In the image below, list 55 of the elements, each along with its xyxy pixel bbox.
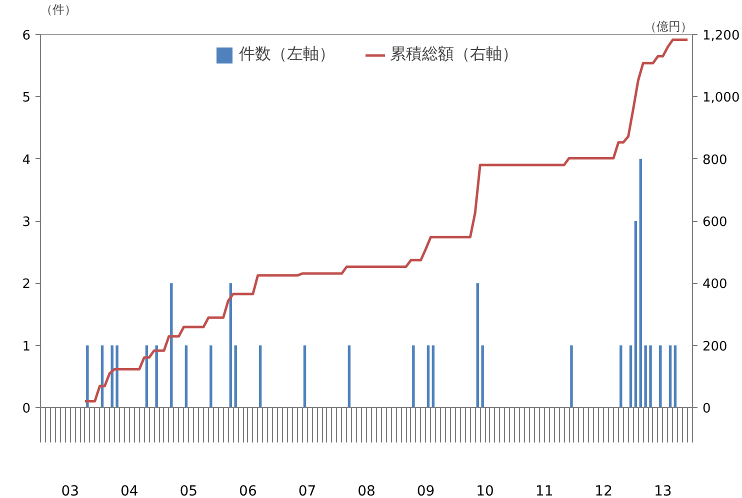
- legend-label: 件数（左軸）: [239, 44, 335, 65]
- legend-label: 累積総額（右軸）: [390, 44, 518, 65]
- y-tick-label: 3: [22, 215, 31, 230]
- bar: [155, 345, 158, 408]
- bar: [644, 345, 647, 408]
- bar: [348, 345, 351, 408]
- bar: [620, 345, 622, 408]
- bar: [668, 345, 672, 408]
- y2-tick-label: 400: [702, 277, 728, 292]
- x-tick-label: 13: [654, 484, 672, 498]
- y2-tick-label: 200: [702, 339, 728, 354]
- bar: [210, 345, 212, 408]
- y-axis-title: （件）: [40, 2, 76, 16]
- bar: [303, 345, 306, 408]
- y2-axis-title: （億円）: [644, 20, 692, 34]
- line-series: [84, 38, 689, 403]
- x-tick-label: 06: [239, 484, 257, 498]
- bar: [432, 345, 435, 408]
- bar: [634, 221, 638, 408]
- x-tick-label: 04: [120, 484, 138, 498]
- bar: [116, 345, 118, 408]
- bar: [476, 283, 479, 408]
- y-tick-label: 6: [22, 28, 31, 44]
- x-tick-label: 12: [594, 484, 613, 498]
- bar: [659, 345, 662, 408]
- x-tick-label: 08: [358, 484, 376, 498]
- y2-tick-label: 800: [702, 152, 728, 168]
- y-tick-label: 4: [22, 152, 31, 168]
- bar: [86, 345, 89, 408]
- bar: [481, 345, 484, 408]
- y2-tick-label: 600: [702, 215, 728, 230]
- x-tick-label: 11: [535, 484, 554, 498]
- x-tick-label: 09: [416, 484, 435, 498]
- bar: [412, 345, 415, 408]
- bar: [426, 345, 430, 408]
- bar: [570, 345, 573, 408]
- bar: [170, 283, 173, 408]
- bar: [674, 345, 677, 408]
- x-tick-label: 03: [61, 484, 80, 498]
- bar: [184, 345, 188, 408]
- bar: [258, 345, 262, 408]
- bar: [639, 158, 642, 408]
- y-tick-label: 0: [22, 402, 31, 416]
- bar: [649, 345, 652, 408]
- y2-tick-label: 1,200: [702, 28, 740, 44]
- x-tick-label: 10: [476, 484, 494, 498]
- y2-tick-label: 1,000: [702, 90, 740, 106]
- bar: [234, 345, 237, 408]
- y-tick-label: 5: [22, 90, 31, 106]
- y-tick-label: 1: [22, 339, 31, 354]
- bar: [629, 345, 632, 408]
- x-tick-label: 07: [298, 484, 316, 498]
- y-tick-label: 2: [22, 277, 31, 292]
- y2-tick-label: 0: [702, 402, 711, 416]
- x-tick-label: 05: [180, 484, 198, 498]
